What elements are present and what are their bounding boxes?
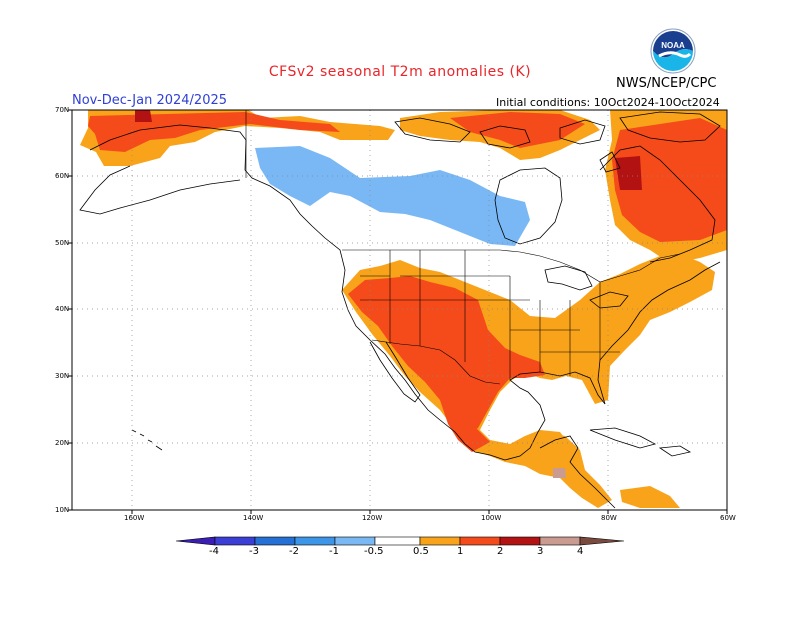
colorbar-segment — [459, 536, 501, 546]
colorbar-segment — [374, 536, 421, 546]
lon-label-100w: 100W — [481, 514, 502, 522]
lat-label-30n: 30N — [55, 372, 70, 380]
colorbar-segment — [539, 536, 581, 546]
central-america-pink — [553, 468, 566, 478]
central-america-orange — [538, 430, 612, 508]
political-borders — [245, 110, 681, 385]
colorbar-segment — [419, 536, 461, 546]
map-frame — [71, 109, 728, 511]
colorbar-segment — [254, 536, 296, 546]
colorbar-label: 3 — [537, 546, 544, 557]
colorbar-label: -1 — [329, 546, 339, 557]
east-canada-red — [612, 118, 727, 242]
map-title: CFSv2 seasonal T2m anomalies (K) — [268, 64, 532, 80]
lon-label-160w: 160W — [124, 514, 145, 522]
lat-label-20n: 20N — [55, 439, 70, 447]
mexico-warm-red — [440, 400, 490, 452]
lon-label-120w: 120W — [362, 514, 383, 522]
colorbar-label: -0.5 — [364, 546, 384, 557]
lat-label-70n: 70N — [55, 106, 70, 114]
caribbean-orange — [620, 486, 680, 508]
us-warm-red — [348, 276, 545, 436]
tick-marks — [68, 109, 728, 514]
colorbar-label: -2 — [289, 546, 299, 557]
colorbar-label: 2 — [497, 546, 504, 557]
east-canada-dark — [615, 156, 642, 190]
grid-lines — [72, 110, 727, 510]
season-label: Nov-Dec-Jan 2024/2025 — [72, 93, 228, 108]
noaa-logo-text: NOAA — [661, 41, 685, 50]
colorbar-left-arrow — [175, 536, 216, 546]
lon-label-80w: 80W — [601, 514, 617, 522]
colorbar-label: -4 — [209, 546, 219, 557]
lat-label-50n: 50N — [55, 239, 70, 247]
coastlines — [79, 111, 721, 509]
colorbar-segment — [214, 536, 256, 546]
lat-label-60n: 60N — [55, 172, 70, 180]
colorbar-segment — [499, 536, 541, 546]
colorbar-label: 1 — [457, 546, 464, 557]
arctic-warm-dark — [135, 110, 152, 122]
colorbar-right-arrow — [579, 536, 625, 546]
lon-label-60w: 60W — [720, 514, 736, 522]
anomaly-fields — [80, 110, 727, 508]
colorbar — [175, 536, 625, 546]
ne-arctic-red — [450, 112, 585, 148]
lon-label-140w: 140W — [243, 514, 264, 522]
colorbar-label: -3 — [249, 546, 259, 557]
lat-label-10n: 10N — [55, 506, 70, 514]
colorbar-segment — [294, 536, 336, 546]
agency-label: NWS/NCEP/CPC — [616, 76, 717, 91]
noaa-logo: NOAA — [650, 28, 696, 74]
initial-conditions-label: Initial conditions: 10Oct2024-10Oct2024 — [496, 96, 720, 109]
colorbar-label: 4 — [577, 546, 584, 557]
colorbar-segment — [334, 536, 376, 546]
lat-label-40n: 40N — [55, 305, 70, 313]
canada-cool-blue — [255, 146, 530, 246]
colorbar-label: 0.5 — [413, 546, 429, 557]
